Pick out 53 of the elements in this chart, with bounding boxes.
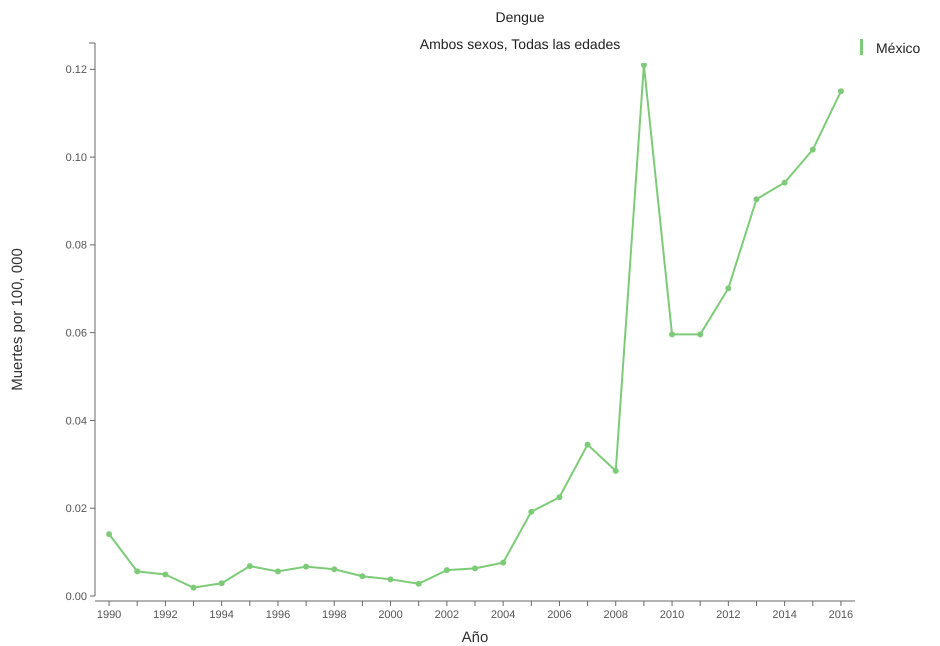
y-tick-label: 0.00 <box>66 590 87 603</box>
x-tick-label: 2012 <box>716 609 741 621</box>
x-tick-label: 1998 <box>322 609 346 621</box>
point <box>359 573 366 580</box>
x-axis-title: Año <box>462 629 488 646</box>
point <box>782 180 788 186</box>
point <box>725 285 732 292</box>
y-tick-label: 0.06 <box>66 328 87 340</box>
point <box>444 567 450 574</box>
point <box>472 565 478 572</box>
y-tick-label: 0.04 <box>66 415 87 428</box>
point <box>388 576 394 582</box>
point <box>500 560 506 566</box>
point <box>134 568 140 574</box>
x-tick-label: 2000 <box>378 609 403 621</box>
point <box>162 571 168 578</box>
point <box>246 563 253 570</box>
x-tick-label: 2016 <box>828 609 854 621</box>
x-tick-label: 1996 <box>266 609 290 621</box>
x-tick-label: 2004 <box>490 609 516 621</box>
x-tick-label: 2010 <box>660 609 684 621</box>
point <box>528 508 534 515</box>
point <box>331 566 338 572</box>
point <box>584 442 591 448</box>
legend-label: México <box>876 40 921 56</box>
point <box>218 580 225 586</box>
x-tick-label: 1990 <box>96 609 122 621</box>
point <box>753 196 760 202</box>
point <box>416 580 422 587</box>
point <box>190 584 197 591</box>
point <box>640 63 647 68</box>
y-tick-label: 0.08 <box>66 240 87 252</box>
point <box>106 531 112 538</box>
y-tick-label: 0.12 <box>66 64 87 76</box>
point <box>303 564 310 570</box>
point <box>612 468 619 474</box>
point <box>556 494 562 500</box>
chart-subtitle: Ambos sexos, Todas las edades <box>420 36 620 52</box>
y-axis-title: Muertes por 100, 000 <box>9 248 26 391</box>
point <box>669 331 676 338</box>
point <box>810 146 816 153</box>
chart-title: Dengue <box>495 9 545 25</box>
point <box>697 331 704 338</box>
y-tick-label: 0.02 <box>66 503 87 516</box>
point <box>838 88 844 94</box>
x-tick-label: 1994 <box>209 609 234 621</box>
x-tick-label: 2002 <box>434 609 460 621</box>
x-tick-label: 2008 <box>604 609 628 621</box>
x-tick-label: 2014 <box>772 609 797 621</box>
x-tick-label: 2006 <box>547 609 572 621</box>
y-tick-label: 0.10 <box>66 152 87 164</box>
x-tick-label: 1992 <box>153 609 178 621</box>
point <box>274 568 281 574</box>
